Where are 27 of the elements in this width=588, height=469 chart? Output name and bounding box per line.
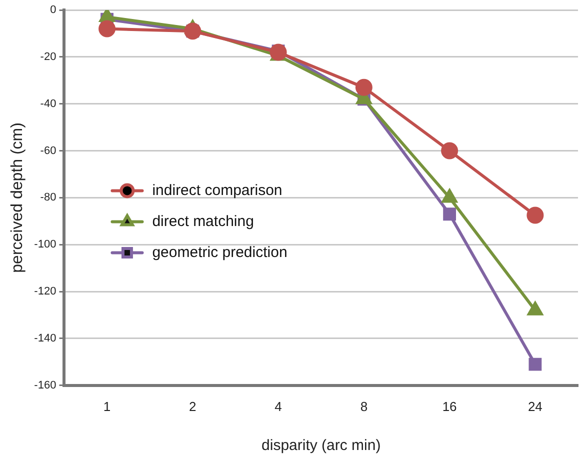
point xyxy=(355,78,372,96)
x-tick-label: 4 xyxy=(274,398,282,414)
x-tick-label: 1 xyxy=(103,398,111,414)
y-tick-label: -140 xyxy=(34,332,56,345)
x-tick-label: 2 xyxy=(189,398,196,414)
x-axis-title: disparity (arc min) xyxy=(262,437,381,454)
legend-label: geometric prediction xyxy=(152,244,288,261)
point xyxy=(98,20,116,38)
legend-label: indirect comparison xyxy=(152,182,282,199)
y-tick-label: -120 xyxy=(34,286,56,298)
y-axis-title: perceived depth (cm) xyxy=(9,122,26,273)
point xyxy=(443,208,456,221)
x-tick-label: 16 xyxy=(442,398,457,414)
point xyxy=(441,142,458,160)
x-tick-label: 24 xyxy=(528,398,542,414)
y-tick-label: -160 xyxy=(34,379,56,392)
x-tick-label: 8 xyxy=(360,398,368,414)
y-tick-label: 0 xyxy=(50,4,56,16)
point xyxy=(99,10,115,22)
y-tick-label: -80 xyxy=(40,192,56,204)
point xyxy=(526,206,544,224)
y-tick-label: -20 xyxy=(40,50,56,63)
point xyxy=(528,358,542,371)
y-tick-label: -60 xyxy=(40,144,56,157)
y-tick-label: -40 xyxy=(40,98,56,110)
y-tick-label: -100 xyxy=(34,238,56,251)
legend-label: direct matching xyxy=(152,212,254,230)
